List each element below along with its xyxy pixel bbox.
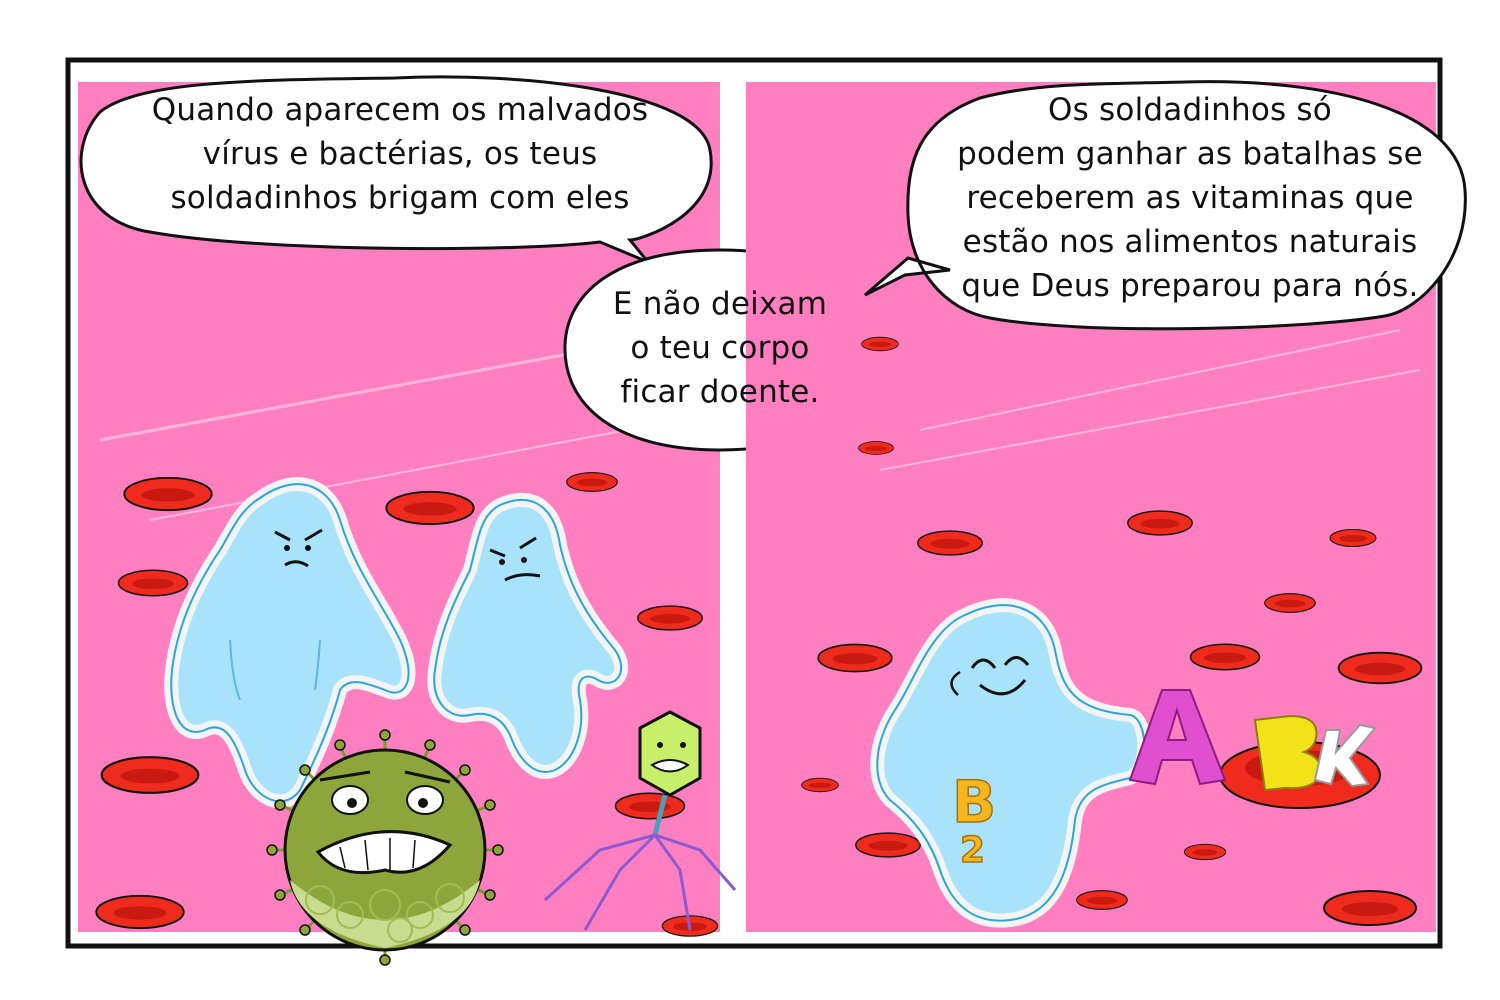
virus-character [266, 729, 504, 966]
speech-line: Quando aparecem os malvados [151, 92, 649, 128]
white-cell-happy [870, 598, 1152, 928]
blood-cell [855, 832, 921, 858]
speech-line: que Deus preparou para nós. [961, 268, 1419, 304]
blood-cell [566, 472, 618, 492]
speech-bubble-top [79, 75, 713, 264]
blood-cell [123, 476, 213, 512]
speech-text-right: Os soldadinhos só podem ganhar as batalh… [935, 88, 1445, 308]
blood-cell [858, 441, 894, 455]
blood-cell [1329, 529, 1377, 547]
blood-cell [1337, 651, 1423, 685]
blood-cell [614, 792, 686, 820]
blood-cell [801, 777, 839, 793]
blood-cell [1189, 643, 1261, 671]
blood-cell [1264, 593, 1316, 613]
speech-line: receberem as vitaminas que [966, 180, 1414, 216]
speech-line: soldadinhos brigam com eles [170, 180, 630, 216]
blood-cell [1183, 843, 1227, 861]
blood-cell [117, 569, 189, 597]
vitamin-b2: B 2 [951, 767, 997, 872]
white-cell-soldier-right [427, 493, 629, 779]
panel-right: B 2 [746, 80, 1467, 932]
vitamin-k [1313, 723, 1377, 788]
vitamin-b [1253, 714, 1322, 792]
blood-cell [917, 530, 983, 556]
vitamin-a [1128, 689, 1227, 786]
speech-line: o teu corpo [630, 330, 810, 366]
speech-line: Os soldadinhos só [1048, 92, 1332, 128]
blood-cell [385, 490, 475, 526]
svg-text:B: B [952, 768, 996, 836]
blood-cell [637, 605, 703, 631]
blood-cell [95, 894, 185, 930]
blood-cell [1076, 890, 1128, 910]
speech-line: podem ganhar as batalhas se [957, 136, 1423, 172]
speech-line: E não deixam [612, 286, 828, 322]
speech-line: vírus e bactérias, os teus [202, 136, 598, 172]
speech-line: ficar doente. [620, 374, 820, 410]
bacteriophage-character [543, 710, 737, 931]
speech-line: estão nos alimentos naturais [962, 224, 1418, 260]
speech-text-top: Quando aparecem os malvados vírus e bact… [100, 88, 700, 220]
blood-cell [817, 643, 893, 673]
speech-text-bottom: E não deixam o teu corpo ficar doente. [590, 282, 850, 414]
white-cell-soldier-left [164, 477, 416, 809]
blood-cell [1323, 890, 1417, 926]
blood-cell [861, 336, 899, 352]
speech-bubble-right [864, 80, 1467, 331]
svg-text:2: 2 [960, 830, 985, 871]
blood-cell [1127, 510, 1193, 536]
blood-cell [100, 756, 200, 794]
